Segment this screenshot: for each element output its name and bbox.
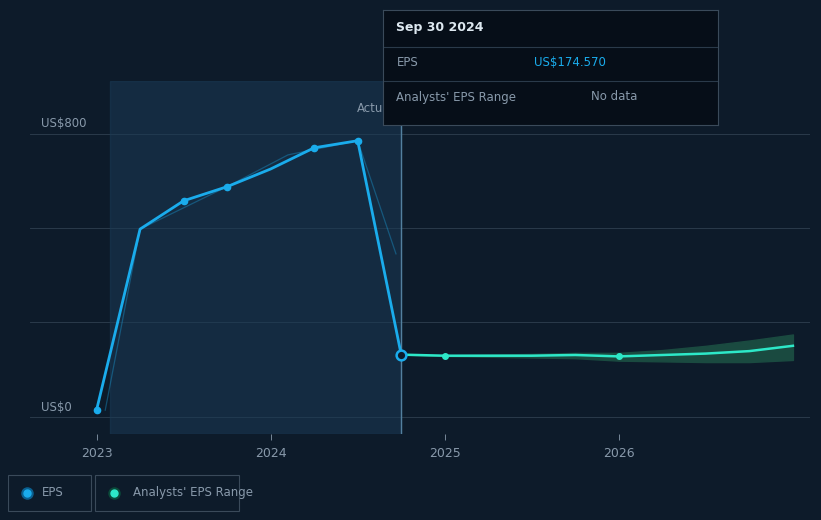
Text: US$0: US$0 <box>41 401 71 414</box>
Text: US$800: US$800 <box>41 117 86 130</box>
FancyBboxPatch shape <box>8 475 91 511</box>
Text: Analysts Forecasts: Analysts Forecasts <box>408 102 518 115</box>
Text: No data: No data <box>590 90 637 103</box>
Text: Actual: Actual <box>357 102 394 115</box>
FancyBboxPatch shape <box>95 475 239 511</box>
Text: Analysts' EPS Range: Analysts' EPS Range <box>133 486 253 499</box>
Text: Sep 30 2024: Sep 30 2024 <box>397 21 484 34</box>
Text: EPS: EPS <box>397 56 418 69</box>
Text: Analysts' EPS Range: Analysts' EPS Range <box>397 90 516 103</box>
Text: EPS: EPS <box>42 486 64 499</box>
Text: US$174.570: US$174.570 <box>534 56 606 69</box>
Bar <box>111 81 401 434</box>
